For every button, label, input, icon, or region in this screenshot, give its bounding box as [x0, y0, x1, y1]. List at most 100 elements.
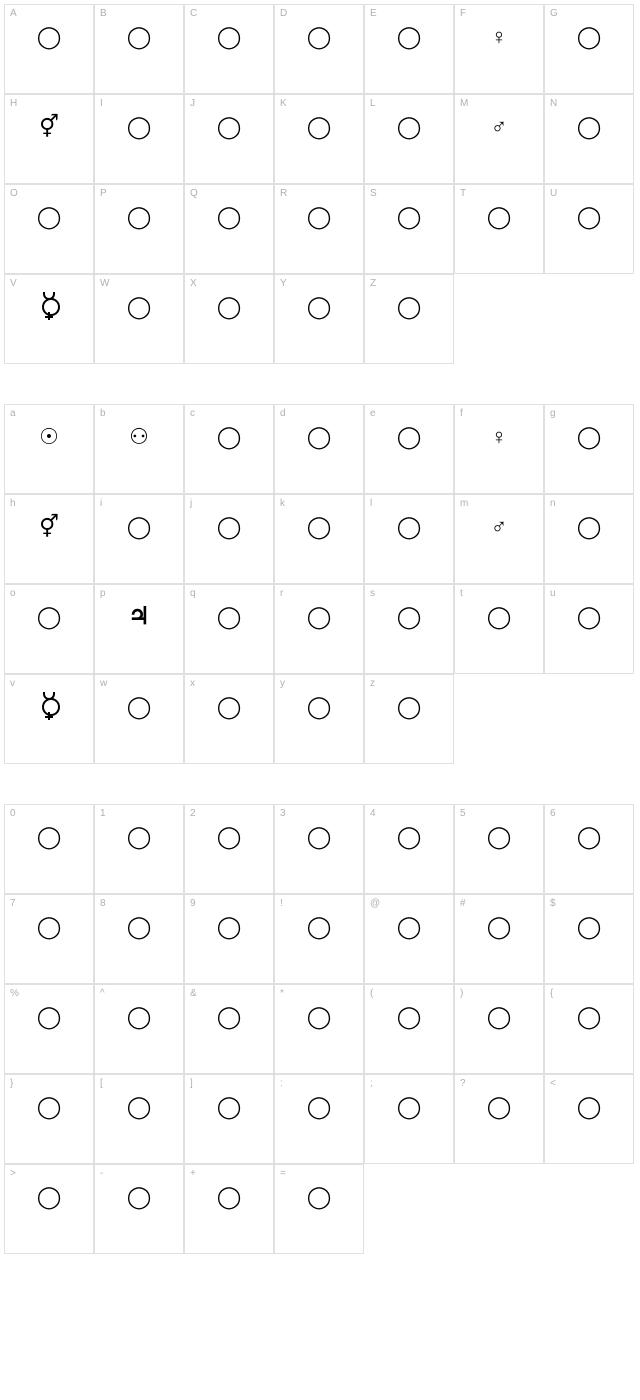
cell-label: I: [100, 98, 103, 109]
glyph-cell: H⚥: [4, 94, 94, 184]
circle-icon: ◯: [307, 26, 332, 48]
circle-icon: ◯: [577, 116, 602, 138]
circle-icon: ◯: [397, 606, 422, 628]
glyph-cell: L◯: [364, 94, 454, 184]
cell-label: &: [190, 988, 197, 999]
circle-icon: ◯: [37, 606, 62, 628]
cell-label: ;: [370, 1078, 373, 1089]
glyph-cell: :◯: [274, 1074, 364, 1164]
circle-icon: ◯: [217, 1006, 242, 1028]
glyph-cell: Q◯: [184, 184, 274, 274]
circle-icon: ◯: [307, 116, 332, 138]
cell-label: m: [460, 498, 468, 509]
glyph-cell: o◯: [4, 584, 94, 674]
glyph-cell: P◯: [94, 184, 184, 274]
circle-icon: ◯: [127, 1096, 152, 1118]
circle-icon: ◯: [217, 1096, 242, 1118]
glyph-cell: 4◯: [364, 804, 454, 894]
circle-icon: ◯: [397, 116, 422, 138]
cell-label: %: [10, 988, 19, 999]
glyph-cell: N◯: [544, 94, 634, 184]
glyph-cell: @◯: [364, 894, 454, 984]
glyph-cell: c◯: [184, 404, 274, 494]
glyph-cell: E◯: [364, 4, 454, 94]
cell-label: s: [370, 588, 375, 599]
cell-label: :: [280, 1078, 283, 1089]
circle-icon: ◯: [217, 426, 242, 448]
circle-icon: ◯: [37, 1006, 62, 1028]
glyph-cell: v: [4, 674, 94, 764]
venus-icon: ♀: [491, 426, 508, 448]
cell-label: n: [550, 498, 556, 509]
circle-icon: ◯: [577, 826, 602, 848]
circle-icon: ◯: [577, 516, 602, 538]
circle-icon: ◯: [487, 606, 512, 628]
cell-label: {: [550, 988, 553, 999]
glyph-cell: #◯: [454, 894, 544, 984]
circle-icon: ◯: [127, 916, 152, 938]
glyph-cell: p♃: [94, 584, 184, 674]
cell-label: T: [460, 188, 466, 199]
cell-label: !: [280, 898, 283, 909]
circle-icon: ◯: [487, 1006, 512, 1028]
circle-icon: ◯: [217, 206, 242, 228]
circle-icon: ◯: [487, 1096, 512, 1118]
mars-icon: ♂: [491, 116, 508, 138]
circle-icon: ◯: [37, 206, 62, 228]
cell-label: M: [460, 98, 468, 109]
cell-label: +: [190, 1168, 196, 1179]
circle-icon: ◯: [307, 1006, 332, 1028]
cell-label: E: [370, 8, 377, 19]
circle-icon: ◯: [217, 516, 242, 538]
glyph-cell: ;◯: [364, 1074, 454, 1164]
circle-icon: ◯: [217, 696, 242, 718]
cell-label: 4: [370, 808, 376, 819]
circle-icon: ◯: [487, 206, 512, 228]
cell-label: B: [100, 8, 107, 19]
glyph-cell: -◯: [94, 1164, 184, 1254]
glyph-cell: A◯: [4, 4, 94, 94]
cell-label: ?: [460, 1078, 466, 1089]
cell-label: 8: [100, 898, 106, 909]
glyph-cell: 1◯: [94, 804, 184, 894]
section-lowercase: a☉b⚇c◯d◯e◯f♀g◯h⚥i◯j◯k◯l◯m♂n◯o◯p♃q◯r◯s◯t◯…: [4, 404, 636, 764]
circle-icon: ◯: [577, 206, 602, 228]
twodot-icon: ⚇: [129, 426, 149, 448]
cell-label: P: [100, 188, 107, 199]
circle-icon: ◯: [307, 1186, 332, 1208]
glyph-cell: 6◯: [544, 804, 634, 894]
glyph-cell: 3◯: [274, 804, 364, 894]
circle-icon: ◯: [127, 116, 152, 138]
glyph-cell: B◯: [94, 4, 184, 94]
cell-label: e: [370, 408, 376, 419]
cell-label: q: [190, 588, 196, 599]
section-symbols: 0◯1◯2◯3◯4◯5◯6◯7◯8◯9◯!◯@◯#◯$◯%◯^◯&◯*◯(◯)◯…: [4, 804, 636, 1254]
circle-icon: ◯: [397, 916, 422, 938]
circle-icon: ◯: [487, 826, 512, 848]
glyph-cell: q◯: [184, 584, 274, 674]
circle-icon: ◯: [217, 116, 242, 138]
glyph-cell: !◯: [274, 894, 364, 984]
glyph-cell: 7◯: [4, 894, 94, 984]
glyph-cell: Y◯: [274, 274, 364, 364]
glyph-cell: z◯: [364, 674, 454, 764]
glyph-cell: (◯: [364, 984, 454, 1074]
circle-icon: ◯: [127, 826, 152, 848]
circle-icon: ◯: [217, 26, 242, 48]
glyph-cell: X◯: [184, 274, 274, 364]
mercury-icon: [41, 694, 57, 720]
cell-label: D: [280, 8, 287, 19]
circle-icon: ◯: [307, 1096, 332, 1118]
circle-icon: ◯: [37, 916, 62, 938]
circle-icon: ◯: [37, 26, 62, 48]
cell-label: X: [190, 278, 197, 289]
circle-icon: ◯: [127, 296, 152, 318]
glyph-cell: h⚥: [4, 494, 94, 584]
glyph-cell: V: [4, 274, 94, 364]
glyph-cell: *◯: [274, 984, 364, 1074]
glyph-cell: }◯: [4, 1074, 94, 1164]
cell-label: W: [100, 278, 109, 289]
circle-icon: ◯: [37, 826, 62, 848]
glyph-cell: 8◯: [94, 894, 184, 984]
cell-label: 5: [460, 808, 466, 819]
